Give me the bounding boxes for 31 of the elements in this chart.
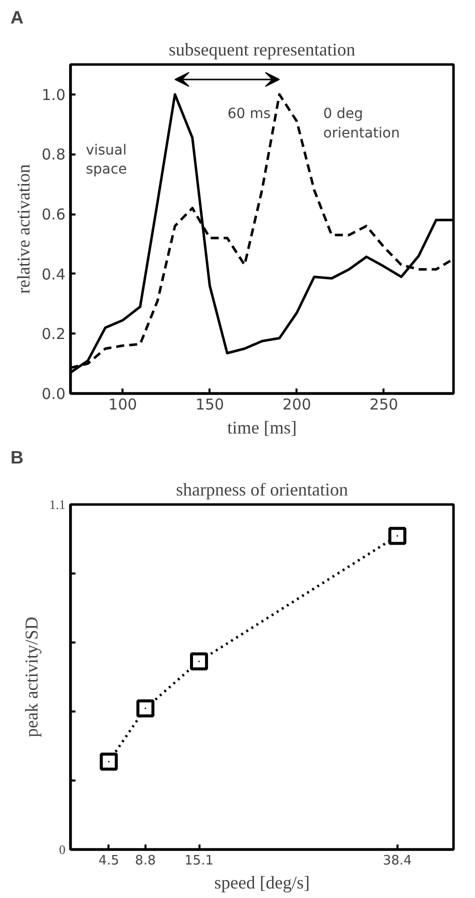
annotation: visual space [86, 142, 127, 178]
x-tick-label: 250 [370, 396, 398, 414]
chart-title: sharpness of orientation [176, 480, 348, 500]
x-tick-label: 200 [282, 396, 312, 414]
y-tick-label: 0.6 [42, 206, 66, 224]
y-axis-title: peak activity/SD [21, 616, 42, 738]
text: B [10, 448, 24, 468]
x-tick-label: 100 [108, 396, 138, 414]
x-axis-title: speed [deg/s] [214, 872, 310, 892]
x-tick-label: 8.8 [135, 854, 156, 868]
y-tick-label: 0.0 [42, 385, 66, 403]
x-tick-label: 15.1 [184, 854, 214, 868]
y-tick-label: 1.0 [42, 86, 66, 104]
point [100, 752, 118, 771]
point [136, 699, 154, 718]
y-tick-label: 0.2 [42, 325, 66, 344]
y-tick-label: 0.4 [42, 265, 66, 284]
chart-title: subsequent representation [168, 40, 356, 60]
point [190, 652, 208, 670]
point [388, 526, 406, 545]
y-tick-label: 1.1 [49, 497, 66, 512]
text: A [10, 8, 24, 28]
x-tick-label: 38.4 [382, 854, 412, 868]
y-tick-label: 0.8 [42, 146, 66, 164]
x-tick-label: 4.5 [98, 854, 120, 868]
annotation: 0 deg orientation [323, 106, 400, 142]
y-axis-title: relative activation [14, 164, 34, 294]
y-tick-label: 0 [59, 842, 66, 857]
x-tick-label: 150 [195, 396, 224, 414]
x-axis-title: time [ms] [227, 418, 297, 438]
annotation: 60 ms [228, 106, 271, 122]
